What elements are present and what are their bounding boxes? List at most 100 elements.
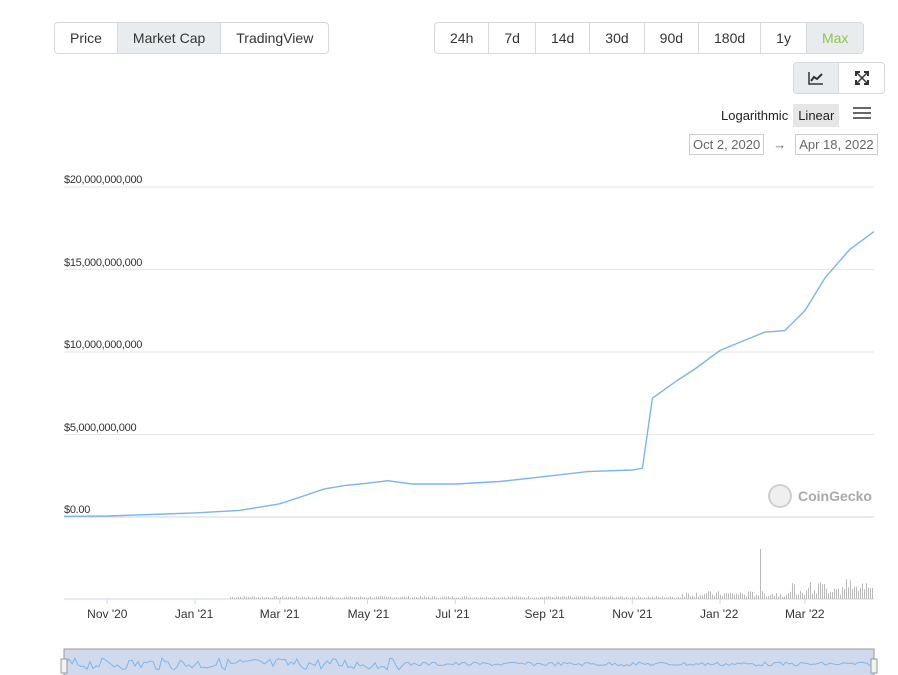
- volume-bar: [402, 596, 403, 599]
- volume-bar: [664, 597, 665, 599]
- volume-bar: [830, 591, 831, 599]
- volume-bar: [584, 596, 585, 599]
- date-from-input[interactable]: Oct 2, 2020: [689, 134, 765, 155]
- volume-bar: [284, 597, 285, 599]
- range-90d[interactable]: 90d: [645, 23, 700, 53]
- volume-bar: [736, 593, 737, 599]
- volume-bar: [528, 596, 529, 599]
- volume-bar: [350, 596, 351, 599]
- volume-bar: [634, 597, 635, 599]
- volume-bar: [266, 596, 267, 599]
- range-max[interactable]: Max: [806, 23, 864, 53]
- volume-bar: [564, 596, 565, 599]
- volume-bar: [534, 597, 535, 599]
- volume-bar: [752, 591, 753, 599]
- volume-bar: [278, 597, 279, 599]
- volume-bar: [314, 597, 315, 599]
- volume-bar: [802, 592, 803, 599]
- range-7d[interactable]: 7d: [489, 23, 536, 53]
- volume-bar: [596, 596, 597, 599]
- volume-bar: [298, 597, 299, 599]
- volume-bar: [394, 597, 395, 599]
- volume-bar: [424, 596, 425, 599]
- range-1y[interactable]: 1y: [761, 23, 807, 53]
- volume-bar: [662, 596, 663, 599]
- volume-bar: [828, 593, 829, 599]
- coingecko-logo-icon: [768, 484, 792, 508]
- volume-bar: [814, 590, 815, 599]
- chart-menu-icon[interactable]: [853, 107, 871, 121]
- volume-bar: [848, 587, 849, 599]
- volume-bar: [746, 596, 747, 599]
- view-toggle: [793, 62, 885, 94]
- volume-bar: [460, 597, 461, 599]
- x-tick-label: Jan '21: [174, 607, 214, 621]
- tab-tradingview[interactable]: TradingView: [236, 30, 314, 46]
- range-180d[interactable]: 180d: [699, 23, 762, 53]
- volume-bar: [550, 596, 551, 599]
- volume-bar: [796, 594, 797, 599]
- tab-price[interactable]: Price: [55, 23, 118, 53]
- volume-bar: [288, 596, 289, 599]
- volume-bar: [466, 596, 467, 599]
- range-14d[interactable]: 14d: [536, 23, 591, 53]
- volume-bar: [232, 596, 233, 599]
- volume-bar: [482, 597, 483, 599]
- volume-bar: [744, 594, 745, 599]
- volume-bar: [536, 597, 537, 599]
- volume-bar: [670, 596, 671, 599]
- volume-bar: [276, 596, 277, 599]
- volume-bar: [628, 597, 629, 599]
- volume-bar: [660, 597, 661, 599]
- volume-bar: [690, 596, 691, 599]
- navigator-line: [65, 656, 871, 671]
- volume-bar: [540, 596, 541, 599]
- volume-bar: [464, 596, 465, 599]
- volume-bar: [726, 592, 727, 599]
- volume-bar: [866, 583, 867, 599]
- volume-bar: [468, 597, 469, 599]
- volume-bar: [260, 597, 261, 599]
- volume-bar: [242, 597, 243, 599]
- volume-bar: [430, 597, 431, 599]
- linear-option[interactable]: Linear: [793, 104, 840, 127]
- volume-bar: [638, 596, 639, 599]
- volume-bar: [606, 596, 607, 599]
- volume-bar: [562, 596, 563, 599]
- volume-bar: [762, 591, 763, 599]
- volume-bar: [592, 597, 593, 599]
- volume-bar: [330, 596, 331, 599]
- volume-bar: [354, 597, 355, 599]
- logarithmic-option[interactable]: Logarithmic: [721, 108, 789, 123]
- volume-bar: [678, 597, 679, 599]
- volume-bar: [296, 596, 297, 599]
- range-30d[interactable]: 30d: [590, 23, 645, 53]
- tab-market-cap[interactable]: Market Cap: [117, 23, 222, 53]
- volume-bar: [442, 596, 443, 599]
- line-chart-icon[interactable]: [794, 63, 839, 93]
- volume-bar: [538, 597, 539, 599]
- volume-bar: [448, 596, 449, 599]
- volume-bar: [484, 597, 485, 599]
- volume-bar: [750, 591, 751, 599]
- volume-bar: [696, 592, 697, 599]
- volume-bar: [418, 597, 419, 599]
- volume-bar: [712, 594, 713, 599]
- volume-bar: [502, 597, 503, 599]
- volume-bar: [594, 596, 595, 599]
- volume-bar: [542, 597, 543, 599]
- expand-icon[interactable]: [839, 63, 884, 93]
- volume-bar: [710, 591, 711, 599]
- volume-bar: [758, 595, 759, 599]
- volume-bar: [642, 597, 643, 599]
- volume-bar: [566, 597, 567, 599]
- volume-bars: [230, 549, 873, 599]
- volume-bar: [326, 596, 327, 599]
- volume-bar: [658, 596, 659, 599]
- y-tick-label: $5,000,000,000: [64, 421, 137, 434]
- range-24h[interactable]: 24h: [435, 23, 490, 53]
- volume-bar: [500, 597, 501, 599]
- volume-bar: [784, 596, 785, 599]
- date-to-input[interactable]: Apr 18, 2022: [795, 134, 878, 155]
